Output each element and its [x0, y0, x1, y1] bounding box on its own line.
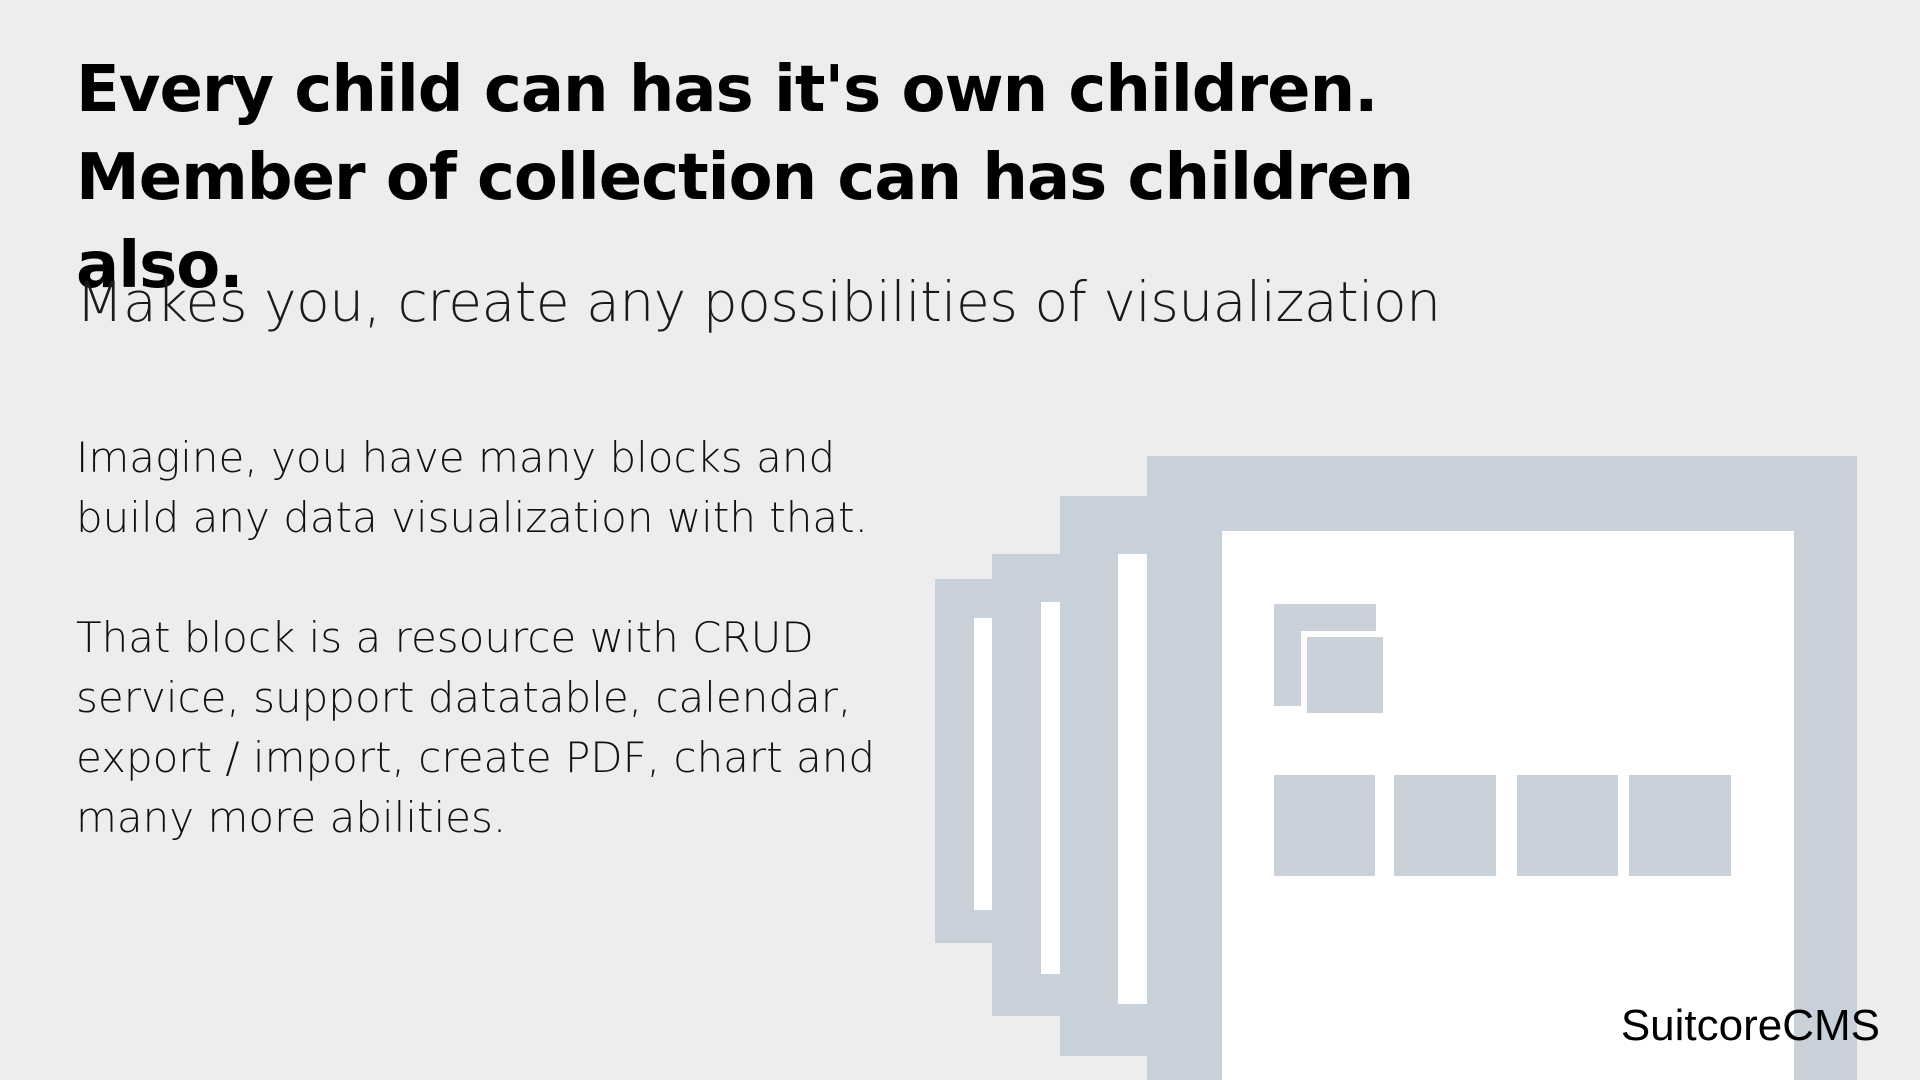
- back-block-2-slot: [1041, 602, 1060, 974]
- paragraph-features-line-2: service, support datatable, calendar,: [76, 673, 852, 722]
- headline-line-1: Every child can has it's own children.: [76, 53, 1378, 127]
- brand-name: SuitcoreCMS: [1620, 1001, 1880, 1050]
- subtitle: Makes you, create any possibilities of v…: [76, 270, 1441, 334]
- paragraph-intro-line-1: Imagine, you have many blocks and: [76, 433, 836, 482]
- headline-line-2: Member of collection can has children al…: [76, 141, 1414, 303]
- back-block-3-slot: [1118, 554, 1147, 1004]
- headline: Every child can has it's own children. M…: [76, 46, 1576, 310]
- back-block-1-slot: [974, 618, 992, 910]
- child-tile-2: [1394, 775, 1496, 876]
- paragraph-features: That block is a resource with CRUD servi…: [76, 608, 896, 848]
- paragraph-intro: Imagine, you have many blocks and build …: [76, 428, 896, 548]
- paragraph-features-line-1: That block is a resource with CRUD: [76, 613, 814, 662]
- child-icon-front: [1301, 631, 1389, 719]
- child-tile-3: [1517, 775, 1618, 876]
- paragraph-features-line-3: export / import, create PDF, chart and: [76, 733, 876, 782]
- child-tile-4: [1629, 775, 1731, 876]
- paragraph-intro-line-2: build any data visualization with that.: [76, 493, 868, 542]
- child-tile-1: [1274, 775, 1375, 876]
- paragraph-features-line-4: many more abilities.: [76, 793, 507, 842]
